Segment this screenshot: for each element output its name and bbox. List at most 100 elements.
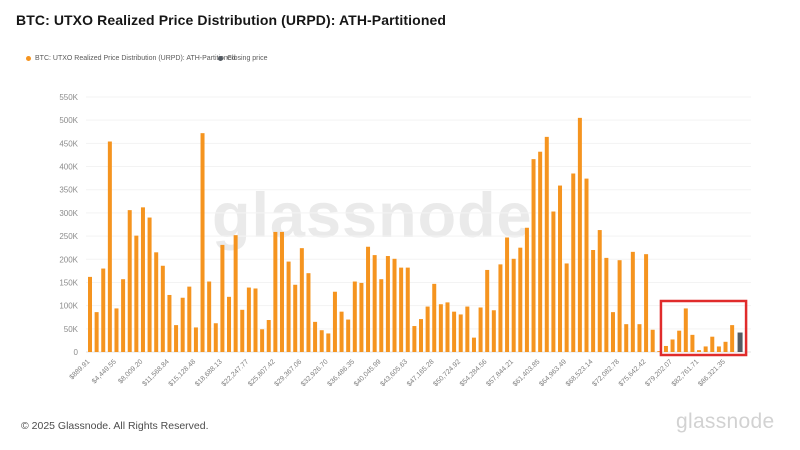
urpd-bar (88, 276, 92, 352)
urpd-bar (584, 178, 589, 352)
urpd-bar (544, 136, 549, 352)
urpd-bar (107, 141, 112, 352)
highlight-box (659, 299, 748, 357)
urpd-bar (240, 309, 245, 352)
urpd-bar (306, 273, 311, 352)
urpd-bar (419, 319, 423, 352)
urpd-bar (174, 325, 179, 352)
urpd-bar (650, 329, 655, 352)
urpd-bar (147, 217, 152, 352)
x-axis-tick-label: $72,082.78 (591, 358, 621, 388)
x-axis-tick-label: $61,403.85 (512, 358, 542, 388)
x-axis-tick-label: $4,449.55 (91, 358, 118, 385)
x-axis-tick-label: $47,165.28 (406, 358, 436, 388)
urpd-bar (690, 334, 695, 352)
urpd-bar (279, 231, 284, 352)
urpd-bar (412, 326, 417, 352)
urpd-bar (524, 227, 529, 352)
x-axis-tick-label: $22,247.77 (221, 358, 251, 388)
urpd-bar (452, 311, 457, 352)
x-axis-tick-label: $25,807.42 (247, 358, 277, 388)
urpd-bar (491, 310, 496, 352)
urpd-bar (180, 297, 185, 352)
y-axis-tick-label: 350K (59, 186, 78, 195)
urpd-bar (253, 288, 258, 352)
legend-item-closing-price[interactable]: Closing price (218, 55, 267, 62)
urpd-bar (677, 330, 682, 352)
urpd-bar (379, 279, 384, 352)
urpd-bar (299, 248, 304, 352)
urpd-bar (233, 235, 238, 352)
urpd-bar (266, 320, 271, 352)
y-axis-tick-label: 500K (59, 116, 78, 125)
urpd-bar (538, 151, 543, 352)
urpd-bar (425, 306, 430, 352)
urpd-bar (710, 336, 715, 352)
y-axis-tick-label: 0 (74, 348, 79, 357)
urpd-bar (385, 256, 390, 352)
urpd-bar (273, 231, 278, 352)
urpd-bar (604, 257, 609, 352)
urpd-bar (207, 281, 212, 352)
urpd-bar (558, 185, 563, 352)
legend-item-urpd[interactable]: BTC: UTXO Realized Price Distribution (U… (26, 55, 236, 62)
urpd-bar (485, 269, 490, 352)
x-axis-tick-label: $68,523.14 (565, 358, 595, 388)
x-axis-tick-label: $32,926.70 (300, 358, 330, 388)
urpd-bar (432, 283, 437, 352)
urpd-bar (511, 258, 516, 352)
urpd-bar (193, 327, 198, 352)
urpd-bar (405, 267, 410, 352)
urpd-bar (683, 308, 688, 352)
x-axis-tick-label: $57,844.21 (485, 358, 515, 388)
x-axis-tick-label: $79,202.07 (644, 358, 674, 388)
x-axis-tick-label: $8,009.20 (117, 358, 144, 385)
urpd-bar (213, 323, 218, 352)
urpd-bar (121, 279, 126, 352)
urpd-bar (154, 252, 159, 352)
urpd-bar (498, 264, 503, 352)
urpd-bar (730, 325, 735, 352)
urpd-bar (445, 302, 450, 352)
urpd-bar (465, 306, 470, 352)
x-axis-tick-label: $64,963.49 (538, 358, 568, 388)
urpd-bar (478, 307, 483, 352)
x-axis-tick-label: $43,605.63 (379, 358, 409, 388)
urpd-bar (505, 237, 510, 352)
urpd-bar (716, 346, 721, 352)
urpd-bar (723, 341, 728, 352)
urpd-bar (134, 235, 139, 352)
legend-swatch-closing-price-icon (218, 56, 223, 61)
urpd-bar (187, 286, 192, 352)
urpd-bar (352, 281, 357, 352)
closing-price-marker (737, 332, 743, 352)
urpd-bar (140, 207, 145, 352)
y-axis-tick-label: 50K (64, 325, 79, 334)
urpd-bar (551, 211, 556, 352)
urpd-bar (392, 258, 397, 352)
urpd-bar (597, 230, 602, 352)
urpd-bar (399, 267, 404, 352)
urpd-bar (346, 319, 351, 352)
x-axis-tick-label: $889.91 (69, 358, 92, 381)
x-axis-tick-label: $29,367.06 (274, 358, 304, 388)
urpd-bar (293, 284, 298, 352)
urpd-bar-chart[interactable]: 0 50K 100K 150K 200K 250K 300K 350K 400K 450K 500K… (0, 85, 800, 415)
y-axis-tick-label: 300K (59, 209, 78, 218)
urpd-bar (372, 255, 377, 352)
urpd-bar (591, 250, 596, 352)
urpd-bar (577, 117, 582, 352)
urpd-bar (617, 260, 622, 352)
x-axis-tick-label: $18,688.13 (194, 358, 224, 388)
glassnode-logo: glassnode (676, 410, 775, 433)
urpd-bar (471, 337, 476, 352)
y-axis-tick-label: 200K (59, 255, 78, 264)
urpd-bar (101, 268, 106, 352)
urpd-bar (200, 133, 205, 352)
legend-label-closing-price: Closing price (227, 55, 268, 62)
urpd-bar (697, 350, 702, 352)
urpd-bar (246, 287, 251, 352)
urpd-bar (339, 311, 344, 352)
y-axis-tick-label: 150K (59, 278, 78, 287)
urpd-bar (313, 321, 318, 352)
